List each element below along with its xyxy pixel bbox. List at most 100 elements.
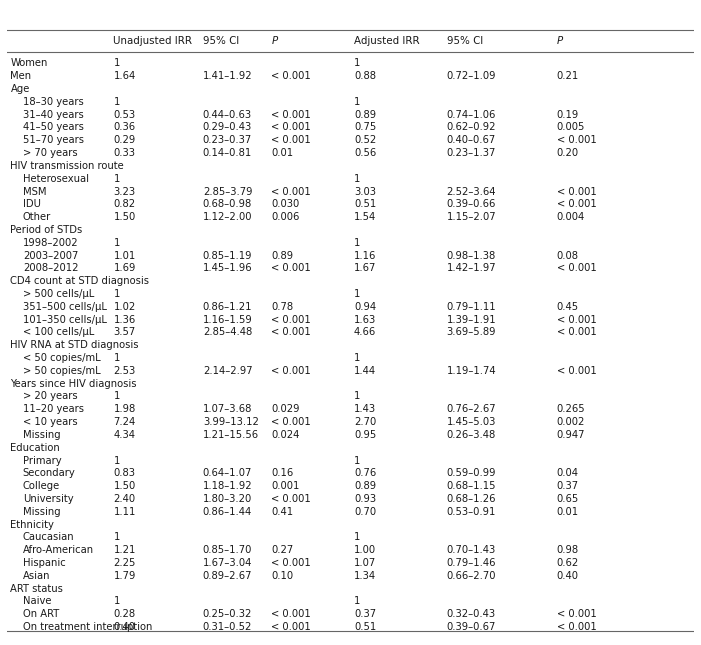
Text: 0.72–1.09: 0.72–1.09 (447, 71, 496, 81)
Text: < 0.001: < 0.001 (557, 366, 597, 376)
Text: Women: Women (11, 59, 48, 68)
Text: HIV RNA at STD diagnosis: HIV RNA at STD diagnosis (11, 341, 139, 350)
Text: 0.68–1.15: 0.68–1.15 (447, 481, 496, 491)
Text: 1.43: 1.43 (354, 404, 376, 414)
Text: 1.39–1.91: 1.39–1.91 (447, 315, 496, 324)
Text: 101–350 cells/μL: 101–350 cells/μL (23, 315, 107, 324)
Text: 1: 1 (114, 238, 120, 248)
Text: 31–40 years: 31–40 years (23, 110, 83, 120)
Text: 1.79: 1.79 (114, 571, 136, 581)
Text: 0.76–2.67: 0.76–2.67 (447, 404, 496, 414)
Text: < 0.001: < 0.001 (271, 186, 311, 197)
Text: Ethnicity: Ethnicity (11, 520, 54, 530)
Text: 1.07–3.68: 1.07–3.68 (203, 404, 252, 414)
Text: 2.52–3.64: 2.52–3.64 (447, 186, 496, 197)
Text: 2.25: 2.25 (114, 558, 136, 568)
Text: 0.53: 0.53 (114, 110, 135, 120)
Text: 0.08: 0.08 (557, 250, 578, 261)
Text: 1: 1 (114, 353, 120, 363)
Text: 1: 1 (354, 238, 360, 248)
Text: < 0.001: < 0.001 (557, 610, 597, 619)
Text: 0.01: 0.01 (557, 507, 579, 517)
Text: 1.34: 1.34 (354, 571, 376, 581)
Text: 1: 1 (114, 289, 120, 299)
Text: 1: 1 (354, 532, 360, 542)
Text: < 0.001: < 0.001 (271, 417, 311, 427)
Text: P: P (557, 36, 563, 46)
Text: Period of STDs: Period of STDs (11, 225, 83, 235)
Text: 0.95: 0.95 (354, 430, 376, 440)
Text: 0.89: 0.89 (271, 250, 294, 261)
Text: 0.004: 0.004 (557, 212, 585, 222)
Text: 1: 1 (114, 597, 120, 606)
Text: Naive: Naive (23, 597, 51, 606)
Text: 1.54: 1.54 (354, 212, 376, 222)
Text: 0.23–1.37: 0.23–1.37 (447, 148, 496, 158)
Text: 1: 1 (114, 97, 120, 107)
Text: 0.64–1.07: 0.64–1.07 (203, 468, 252, 479)
Text: 0.62–0.92: 0.62–0.92 (447, 123, 496, 132)
Text: 0.65: 0.65 (557, 494, 579, 504)
Text: 1: 1 (114, 174, 120, 184)
Text: < 0.001: < 0.001 (557, 328, 597, 337)
Text: 1.67: 1.67 (354, 263, 376, 273)
Text: 1.12–2.00: 1.12–2.00 (203, 212, 252, 222)
Text: 1: 1 (354, 97, 360, 107)
Text: 2.70: 2.70 (354, 417, 376, 427)
Text: Afro-American: Afro-American (23, 545, 94, 555)
Text: 3.57: 3.57 (114, 328, 136, 337)
Text: Hispanic: Hispanic (23, 558, 66, 568)
Text: 0.005: 0.005 (557, 123, 585, 132)
Text: 1.64: 1.64 (114, 71, 136, 81)
Text: 0.20: 0.20 (557, 148, 579, 158)
Text: 0.88: 0.88 (354, 71, 376, 81)
Text: Secondary: Secondary (23, 468, 76, 479)
Text: 18–30 years: 18–30 years (23, 97, 83, 107)
Text: 3.69–5.89: 3.69–5.89 (447, 328, 496, 337)
Text: 0.28: 0.28 (114, 610, 135, 619)
Text: 1.00: 1.00 (354, 545, 376, 555)
Text: Years since HIV diagnosis: Years since HIV diagnosis (11, 379, 137, 389)
Text: 0.70: 0.70 (354, 507, 376, 517)
Text: 0.029: 0.029 (271, 404, 300, 414)
Text: 0.75: 0.75 (354, 123, 376, 132)
Text: < 0.001: < 0.001 (271, 110, 311, 120)
Text: 1.50: 1.50 (114, 212, 136, 222)
Text: < 0.001: < 0.001 (557, 315, 597, 324)
Text: 0.62: 0.62 (557, 558, 579, 568)
Text: 1: 1 (354, 455, 360, 466)
Text: 0.59–0.99: 0.59–0.99 (447, 468, 496, 479)
Text: 0.002: 0.002 (557, 417, 585, 427)
Text: 0.89: 0.89 (354, 481, 376, 491)
Text: 3.03: 3.03 (354, 186, 376, 197)
Text: Caucasian: Caucasian (23, 532, 74, 542)
Text: 1.18–1.92: 1.18–1.92 (203, 481, 252, 491)
Text: 0.53–0.91: 0.53–0.91 (447, 507, 496, 517)
Text: 1.45–1.96: 1.45–1.96 (203, 263, 252, 273)
Text: Missing: Missing (23, 507, 60, 517)
Text: 0.45: 0.45 (557, 302, 579, 312)
Text: 1.16–1.59: 1.16–1.59 (203, 315, 252, 324)
Text: < 0.001: < 0.001 (271, 494, 311, 504)
Text: 4.66: 4.66 (354, 328, 376, 337)
Text: 0.16: 0.16 (271, 468, 294, 479)
Text: 2003–2007: 2003–2007 (23, 250, 79, 261)
Text: 1.63: 1.63 (354, 315, 376, 324)
Text: 1.07: 1.07 (354, 558, 376, 568)
Text: 1.36: 1.36 (114, 315, 136, 324)
Text: 0.86–1.44: 0.86–1.44 (203, 507, 252, 517)
Text: 1.80–3.20: 1.80–3.20 (203, 494, 252, 504)
Text: 2.40: 2.40 (114, 494, 135, 504)
Text: < 0.001: < 0.001 (271, 366, 311, 376)
Text: 0.10: 0.10 (271, 571, 294, 581)
Text: > 50 copies/mL: > 50 copies/mL (23, 366, 100, 376)
Text: 0.44–0.63: 0.44–0.63 (203, 110, 252, 120)
Text: 0.37: 0.37 (557, 481, 579, 491)
Text: < 0.001: < 0.001 (271, 610, 311, 619)
Text: 1.44: 1.44 (354, 366, 376, 376)
Text: 0.006: 0.006 (271, 212, 300, 222)
Text: 0.265: 0.265 (557, 404, 585, 414)
Text: Age: Age (11, 84, 30, 94)
Text: 51–70 years: 51–70 years (23, 135, 84, 145)
Text: < 0.001: < 0.001 (557, 263, 597, 273)
